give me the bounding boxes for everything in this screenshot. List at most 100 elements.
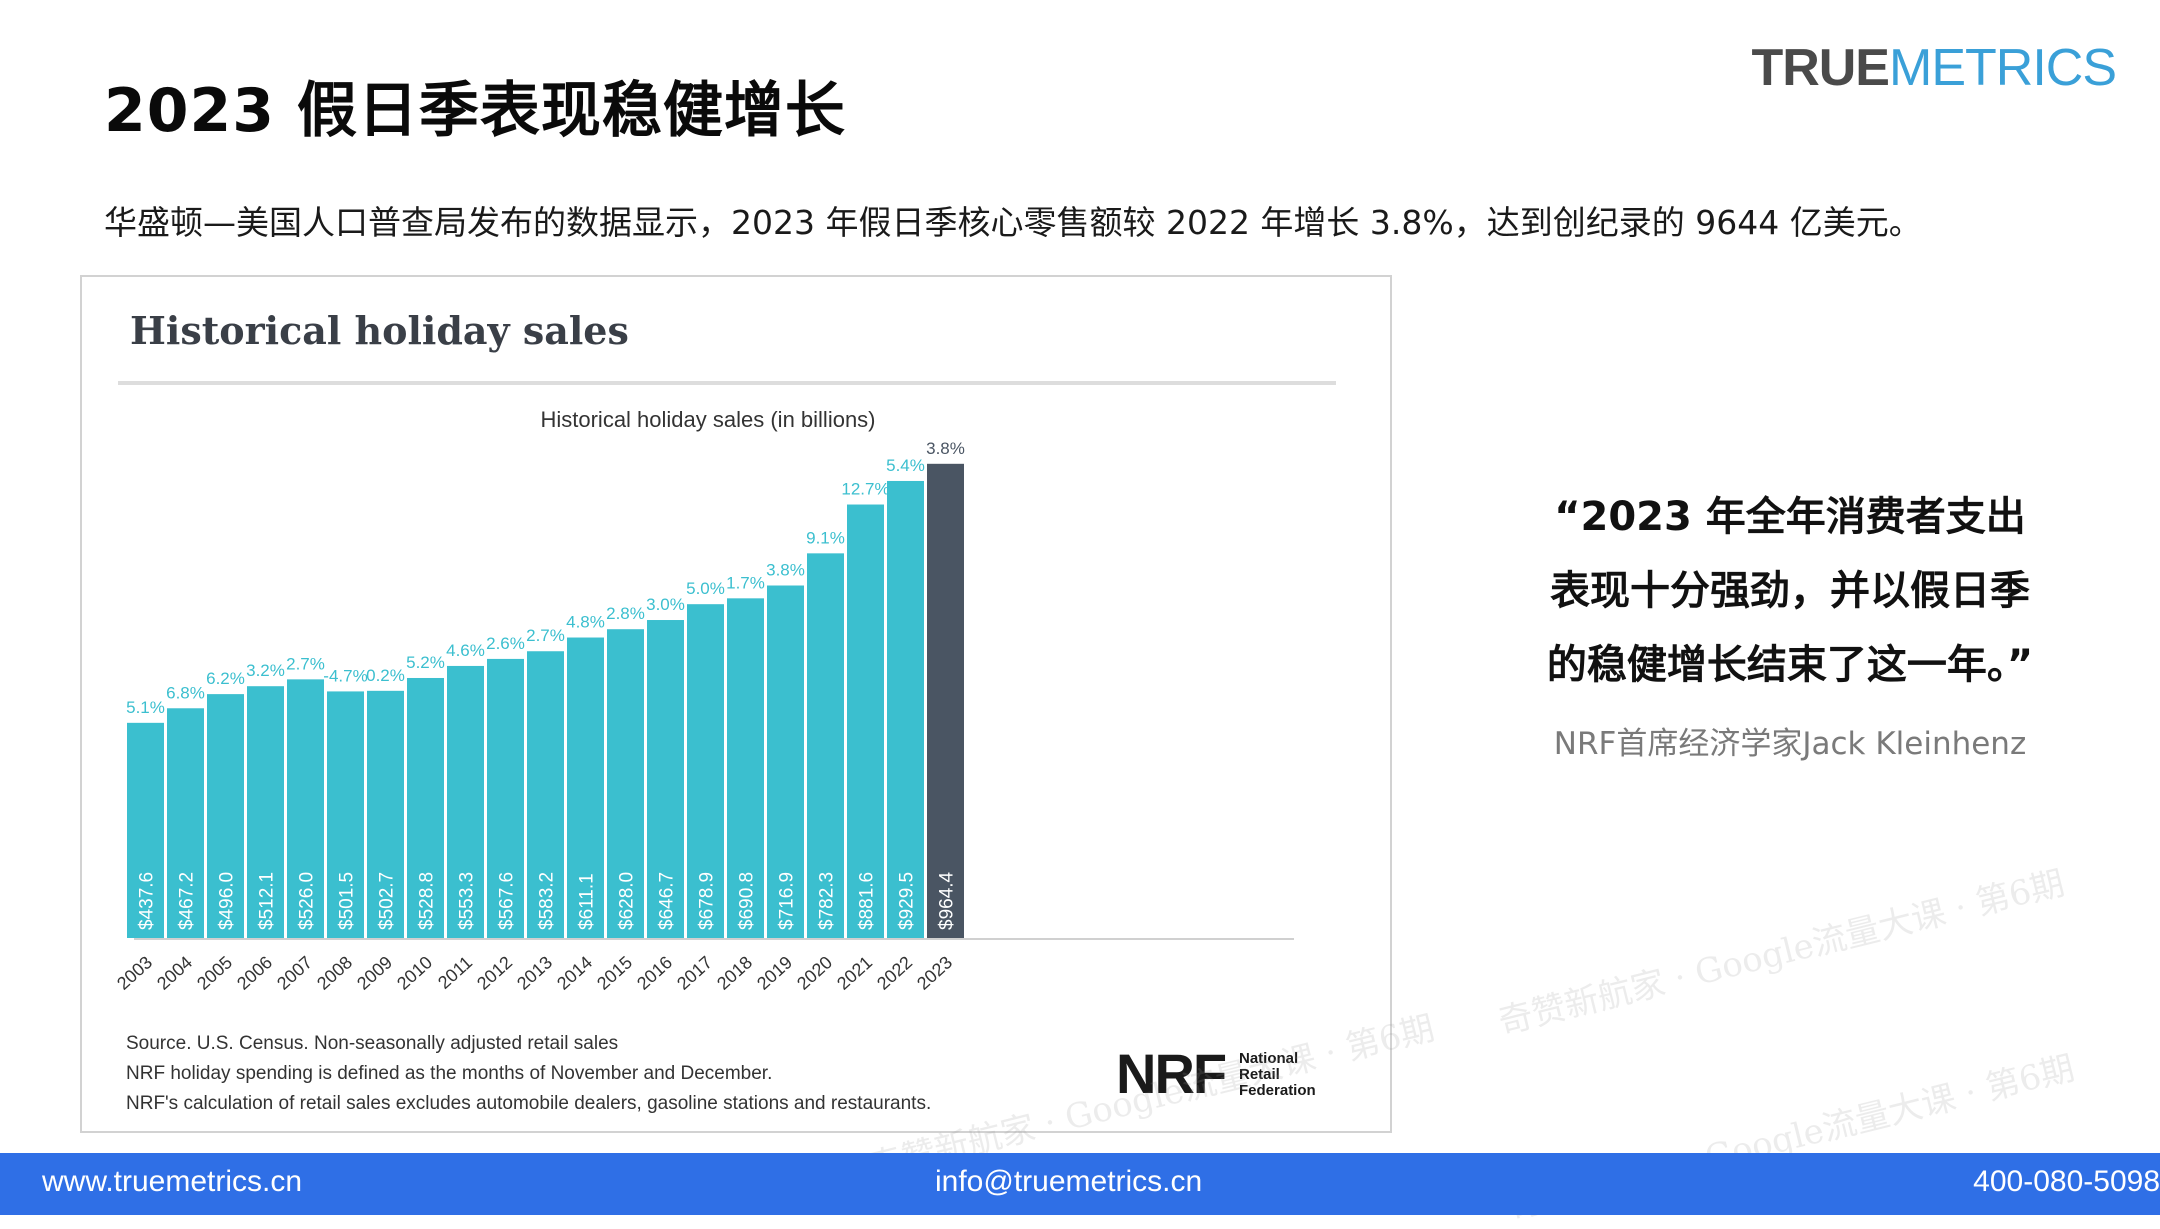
watermark-1: 奇赞新航家 · Google流量大课 · 第6期 xyxy=(1494,863,2069,1043)
bar-2012 xyxy=(487,658,524,938)
value-label-2021: $881.6 xyxy=(857,872,878,930)
growth-label-2007: 2.7% xyxy=(286,654,325,673)
value-label-2004: $467.2 xyxy=(177,872,198,930)
growth-label-2023: 3.8% xyxy=(926,439,965,458)
growth-label-2008: -4.7% xyxy=(323,666,367,685)
bar-2021 xyxy=(847,504,884,938)
quote-text: “2023 年全年消费者支出 表现十分强劲，并以假日季 的稳健增长结束了这一年。… xyxy=(1480,480,2100,702)
x-tick-2018: 2018 xyxy=(713,952,756,994)
growth-label-2014: 4.8% xyxy=(566,613,605,632)
value-label-2007: $526.0 xyxy=(297,872,318,930)
value-label-2019: $716.9 xyxy=(777,872,798,930)
growth-label-2012: 2.6% xyxy=(486,634,525,653)
x-tick-2008: 2008 xyxy=(313,952,356,994)
bar-2017 xyxy=(687,604,724,938)
footer-website-link[interactable]: www.truemetrics.cn xyxy=(42,1165,303,1198)
x-tick-2009: 2009 xyxy=(353,952,396,994)
growth-label-2006: 3.2% xyxy=(246,661,285,680)
quote-line-1: “2023 年全年消费者支出 xyxy=(1554,494,2026,540)
x-axis-baseline xyxy=(134,938,1294,940)
bar-2006 xyxy=(247,686,284,938)
quote-block: “2023 年全年消费者支出 表现十分强劲，并以假日季 的稳健增长结束了这一年。… xyxy=(1480,480,2100,763)
value-label-2011: $553.3 xyxy=(457,872,478,930)
value-label-2014: $611.1 xyxy=(577,873,598,930)
value-label-2010: $528.8 xyxy=(417,872,438,930)
x-tick-2005: 2005 xyxy=(193,952,236,994)
growth-label-2011: 4.6% xyxy=(446,641,485,660)
footer-bar: www.truemetrics.cn info@truemetrics.cn 4… xyxy=(0,1153,2160,1215)
nrf-name-line-2: Retail xyxy=(1239,1066,1280,1083)
value-label-2009: $502.7 xyxy=(377,872,398,930)
x-tick-2020: 2020 xyxy=(793,952,836,994)
bar-2008 xyxy=(327,691,364,938)
value-label-2008: $501.5 xyxy=(337,872,358,930)
bars-group: $437.6 5.1% 2003 $467.2 6.8% 2004 $496.0 6.2% 20… xyxy=(113,439,965,994)
bar-2022 xyxy=(887,480,924,938)
growth-label-2015: 2.8% xyxy=(606,604,645,623)
growth-label-2003: 5.1% xyxy=(126,698,165,717)
growth-label-2013: 2.7% xyxy=(526,626,565,645)
growth-label-2010: 5.2% xyxy=(406,653,445,672)
note-line-3: NRF's calculation of retail sales exclud… xyxy=(126,1093,931,1114)
holiday-sales-chart: Historical holiday sales Historical holi… xyxy=(113,308,1336,1114)
logo-light-text: METRICS xyxy=(1889,39,2117,97)
bar-2004 xyxy=(167,708,204,938)
quote-line-3: 的稳健增长结束了这一年。” xyxy=(1546,642,2034,688)
x-tick-2016: 2016 xyxy=(633,952,676,994)
value-label-2005: $496.0 xyxy=(217,872,238,930)
nrf-name-line-1: National xyxy=(1239,1050,1298,1067)
chart-heading: Historical holiday sales xyxy=(130,308,629,353)
nrf-logo-mark: NRF xyxy=(1116,1042,1226,1105)
x-tick-2017: 2017 xyxy=(673,952,716,994)
growth-label-2005: 6.2% xyxy=(206,669,245,688)
bar-2010 xyxy=(407,677,444,938)
growth-label-2021: 12.7% xyxy=(841,480,889,499)
nrf-logo: NRF National Retail Federation xyxy=(1116,1042,1316,1105)
value-label-2016: $646.7 xyxy=(657,872,678,930)
intro-paragraph: 华盛顿—美国人口普查局发布的数据显示，2023 年假日季核心零售额较 2022 … xyxy=(104,203,1922,242)
value-label-2023: $964.4 xyxy=(937,871,958,930)
value-label-2020: $782.3 xyxy=(817,872,838,930)
bar-2009 xyxy=(367,690,404,938)
value-label-2006: $512.1 xyxy=(257,872,278,930)
bar-2020 xyxy=(807,553,844,938)
x-tick-2006: 2006 xyxy=(233,952,276,994)
x-tick-2010: 2010 xyxy=(393,952,436,994)
x-tick-2007: 2007 xyxy=(273,952,316,994)
chart-title: Historical holiday sales (in billions) xyxy=(540,407,875,432)
footer-phone: 400-080-5098 xyxy=(1973,1165,2160,1198)
growth-label-2022: 5.4% xyxy=(886,456,925,475)
value-label-2017: $678.9 xyxy=(697,872,718,930)
x-tick-2023: 2023 xyxy=(913,952,956,994)
bar-2023 xyxy=(927,463,964,938)
bar-2018 xyxy=(727,598,764,938)
quote-line-2: 表现十分强劲，并以假日季 xyxy=(1550,568,2030,614)
bar-2019 xyxy=(767,585,804,938)
x-tick-2011: 2011 xyxy=(434,952,476,993)
x-tick-2014: 2014 xyxy=(553,952,596,994)
bar-2011 xyxy=(447,665,484,938)
heading-divider xyxy=(118,381,1336,385)
growth-label-2019: 3.8% xyxy=(766,561,805,580)
x-tick-2022: 2022 xyxy=(873,952,916,994)
chart-panel: Historical holiday sales Historical holi… xyxy=(80,275,1392,1133)
note-line-2: NRF holiday spending is defined as the m… xyxy=(126,1063,772,1084)
bar-2005 xyxy=(207,694,244,938)
value-label-2018: $690.8 xyxy=(737,872,758,930)
page-title: 2023 假日季表现稳健增长 xyxy=(104,76,846,146)
value-label-2015: $628.0 xyxy=(617,872,638,930)
bar-2014 xyxy=(567,637,604,938)
growth-label-2016: 3.0% xyxy=(646,595,685,614)
x-tick-2021: 2021 xyxy=(833,952,876,994)
value-label-2012: $567.6 xyxy=(497,872,518,930)
x-tick-2012: 2012 xyxy=(473,952,516,994)
value-label-2003: $437.6 xyxy=(137,872,158,930)
x-tick-2013: 2013 xyxy=(513,952,556,994)
bar-2013 xyxy=(527,651,564,938)
note-line-1: Source. U.S. Census. Non-seasonally adju… xyxy=(126,1033,618,1054)
quote-attribution: NRF首席经济学家Jack Kleinhenz xyxy=(1553,726,2027,762)
nrf-name-line-3: Federation xyxy=(1239,1082,1316,1099)
growth-label-2017: 5.0% xyxy=(686,579,725,598)
bar-2016 xyxy=(647,620,684,938)
footer-email-link[interactable]: info@truemetrics.cn xyxy=(935,1165,1203,1198)
